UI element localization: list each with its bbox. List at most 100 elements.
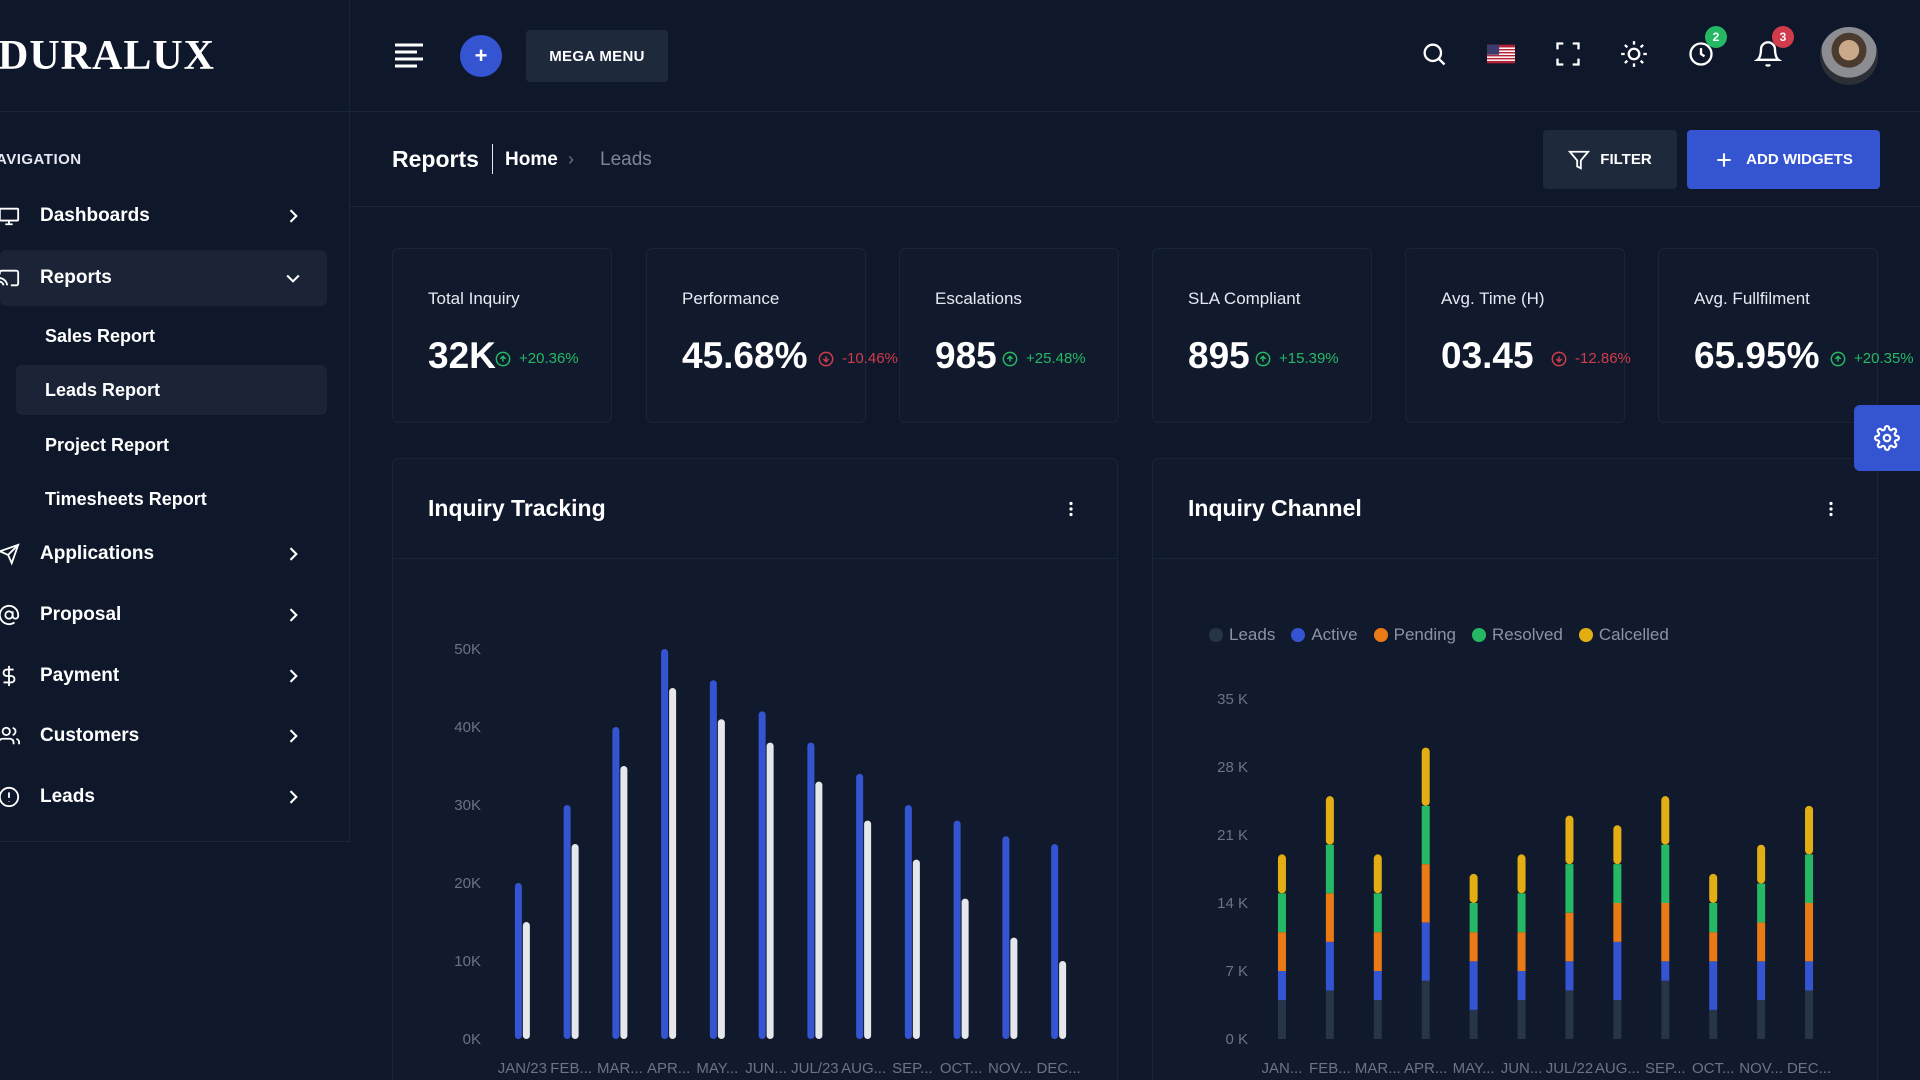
stacked-bar-segment[interactable] <box>1565 990 1574 1039</box>
sidebar-item-reports[interactable]: Reports <box>0 250 327 306</box>
stacked-bar-segment[interactable] <box>1709 932 1718 962</box>
stacked-bar-segment[interactable] <box>1373 971 1382 1001</box>
stacked-bar-segment[interactable] <box>1469 1009 1478 1039</box>
stacked-bar-segment[interactable] <box>1613 903 1622 942</box>
stacked-bar-segment[interactable] <box>1421 922 1430 981</box>
bar[interactable] <box>904 805 912 1039</box>
theme-settings-button[interactable] <box>1854 405 1920 471</box>
stacked-bar-segment[interactable] <box>1709 1009 1718 1039</box>
stacked-bar-segment[interactable] <box>1661 844 1670 903</box>
brand-logo[interactable]: DURALUX <box>0 32 215 79</box>
legend-item[interactable]: Resolved <box>1472 625 1563 645</box>
stacked-bar-segment[interactable] <box>1517 932 1526 971</box>
stacked-bar-segment[interactable] <box>1325 844 1334 894</box>
stacked-bar-segment[interactable] <box>1421 980 1430 1039</box>
bar[interactable] <box>953 820 961 1039</box>
language-button[interactable] <box>1485 38 1517 70</box>
bar[interactable] <box>563 805 571 1039</box>
stacked-bar-segment[interactable] <box>1805 990 1814 1039</box>
stacked-bar-segment[interactable] <box>1277 1000 1286 1039</box>
bar[interactable] <box>717 719 725 1039</box>
bar[interactable] <box>766 742 774 1039</box>
stacked-bar-segment[interactable] <box>1469 932 1478 962</box>
stacked-bar-segment[interactable] <box>1373 1000 1382 1039</box>
stacked-bar-segment[interactable] <box>1661 980 1670 1039</box>
sidebar-item-dashboards[interactable]: Dashboards <box>0 188 327 244</box>
legend-item[interactable]: Pending <box>1373 625 1456 645</box>
stacked-bar-segment[interactable] <box>1565 815 1574 865</box>
stacked-bar-segment[interactable] <box>1661 961 1670 981</box>
stacked-bar-segment[interactable] <box>1517 854 1526 894</box>
user-avatar[interactable] <box>1820 27 1878 85</box>
stacked-bar-segment[interactable] <box>1565 864 1574 913</box>
stacked-bar-segment[interactable] <box>1613 1000 1622 1039</box>
stacked-bar-segment[interactable] <box>1661 796 1670 845</box>
stacked-bar-segment[interactable] <box>1373 893 1382 933</box>
bar[interactable] <box>856 773 864 1039</box>
bar[interactable] <box>815 781 823 1039</box>
bar[interactable] <box>1002 836 1010 1039</box>
search-button[interactable] <box>1418 38 1450 70</box>
theme-toggle-button[interactable] <box>1618 38 1650 70</box>
stacked-bar-segment[interactable] <box>1469 903 1478 933</box>
stacked-bar-segment[interactable] <box>1565 912 1574 962</box>
stacked-bar-segment[interactable] <box>1805 805 1814 855</box>
stacked-bar-segment[interactable] <box>1277 893 1286 933</box>
stacked-bar-segment[interactable] <box>1805 854 1814 903</box>
bar[interactable] <box>522 922 530 1039</box>
stacked-bar-segment[interactable] <box>1709 873 1718 903</box>
stacked-bar-segment[interactable] <box>1325 941 1334 991</box>
stacked-bar-segment[interactable] <box>1613 825 1622 865</box>
stacked-bar-segment[interactable] <box>1421 747 1430 806</box>
sidebar-item-payment[interactable]: Payment <box>0 648 327 704</box>
sidebar-subitem-sales-report[interactable]: Sales Report <box>45 325 156 346</box>
bar[interactable] <box>571 844 579 1039</box>
stacked-bar-segment[interactable] <box>1709 903 1718 933</box>
stacked-bar-segment[interactable] <box>1517 1000 1526 1039</box>
stacked-bar-segment[interactable] <box>1277 932 1286 971</box>
timer-button[interactable]: 2 <box>1685 26 1727 70</box>
stacked-bar-segment[interactable] <box>1373 932 1382 971</box>
stacked-bar-segment[interactable] <box>1805 903 1814 962</box>
notifications-button[interactable]: 3 <box>1752 26 1794 70</box>
stacked-bar-segment[interactable] <box>1757 844 1766 884</box>
bar[interactable] <box>514 883 522 1039</box>
bar[interactable] <box>758 711 766 1039</box>
bar[interactable] <box>661 649 669 1039</box>
stacked-bar-segment[interactable] <box>1277 971 1286 1001</box>
card-menu-button[interactable] <box>1061 499 1081 519</box>
stacked-bar-segment[interactable] <box>1469 873 1478 903</box>
stacked-bar-segment[interactable] <box>1421 805 1430 865</box>
stacked-bar-segment[interactable] <box>1613 941 1622 1001</box>
bar[interactable] <box>709 680 717 1039</box>
card-menu-button[interactable] <box>1821 499 1841 519</box>
mega-menu-button[interactable]: MEGA MENU <box>526 30 668 82</box>
sidebar-subitem-timesheets-report[interactable]: Timesheets Report <box>45 488 207 509</box>
stacked-bar-segment[interactable] <box>1517 893 1526 933</box>
add-widgets-button[interactable]: ADD WIDGETS <box>1687 130 1880 189</box>
bar[interactable] <box>807 742 815 1039</box>
stacked-bar-segment[interactable] <box>1757 1000 1766 1039</box>
stacked-bar-segment[interactable] <box>1277 854 1286 894</box>
menu-toggle-icon[interactable] <box>393 42 425 68</box>
stacked-bar-segment[interactable] <box>1613 864 1622 903</box>
legend-item[interactable]: Leads <box>1209 625 1275 645</box>
stacked-bar-segment[interactable] <box>1661 903 1670 962</box>
bar[interactable] <box>620 766 628 1039</box>
bar[interactable] <box>612 727 620 1039</box>
stacked-bar-segment[interactable] <box>1421 864 1430 923</box>
bar[interactable] <box>912 859 920 1039</box>
stacked-bar-segment[interactable] <box>1469 961 1478 1010</box>
stacked-bar-segment[interactable] <box>1757 883 1766 923</box>
filter-button[interactable]: FILTER <box>1543 130 1677 189</box>
stacked-bar-segment[interactable] <box>1325 796 1334 845</box>
sidebar-item-applications[interactable]: Applications <box>0 526 327 582</box>
bar[interactable] <box>1051 844 1059 1039</box>
bar[interactable] <box>864 820 872 1039</box>
stacked-bar-segment[interactable] <box>1373 854 1382 894</box>
bar[interactable] <box>669 688 677 1039</box>
legend-item[interactable]: Calcelled <box>1578 625 1669 645</box>
stacked-bar-segment[interactable] <box>1325 893 1334 942</box>
quick-add-button[interactable]: + <box>460 35 502 77</box>
legend-item[interactable]: Active <box>1291 625 1358 645</box>
